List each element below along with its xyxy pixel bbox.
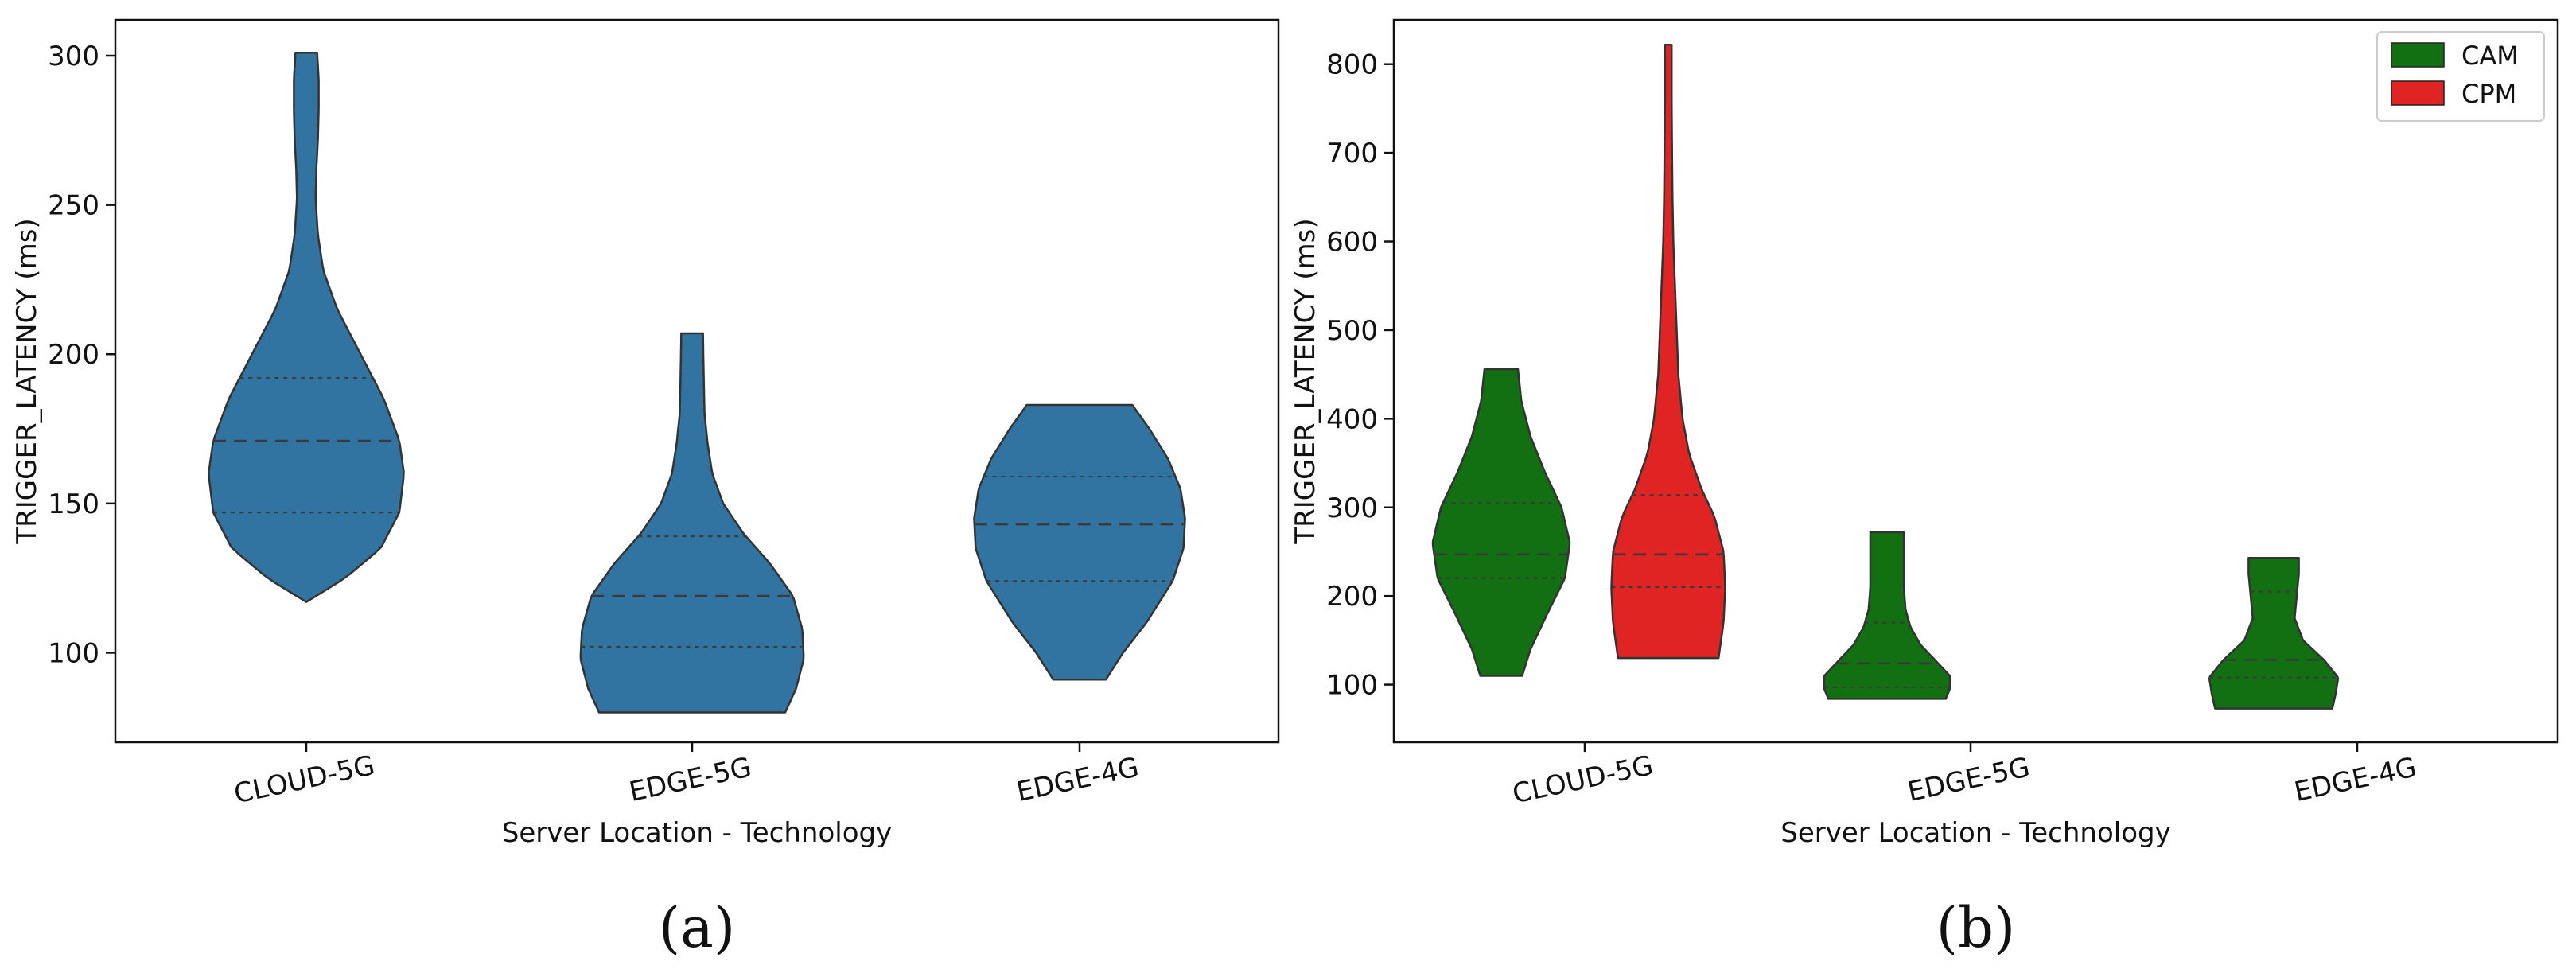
violin-edge-4g-cam — [2208, 557, 2340, 710]
x-tick-label: EDGE-5G — [1905, 751, 2033, 808]
violin-cloud-5g — [208, 52, 405, 603]
panel-label-b: (b) — [1936, 895, 2015, 960]
violin-edge-5g — [579, 332, 805, 714]
y-tick-label: 100 — [48, 637, 99, 669]
violin-cloud-5g-cam — [1431, 368, 1571, 677]
violin-edge-4g — [973, 403, 1186, 681]
violins-b — [1431, 43, 2340, 710]
legend: CAM CPM — [2376, 31, 2545, 122]
x-tick-label: CLOUD-5G — [1510, 749, 1656, 810]
y-tick-label: 200 — [1326, 581, 1378, 613]
y-axis-label-b: TRIGGER_LATENCY (ms) — [1290, 218, 1321, 544]
y-tick-label: 250 — [48, 190, 99, 222]
y-tick-label: 150 — [48, 488, 99, 520]
violin-edge-5g-cam — [1823, 531, 1951, 700]
y-tick-label: 300 — [48, 41, 99, 72]
x-axis-label-b: Server Location - Technology — [1780, 817, 2170, 849]
violins-a — [208, 52, 1186, 714]
y-tick-label: 600 — [1326, 227, 1378, 259]
legend-swatch-cam — [2391, 42, 2445, 68]
panel-label-a: (a) — [659, 895, 735, 960]
plot-frame-b — [1392, 18, 2559, 744]
x-tick-label: EDGE-4G — [2291, 751, 2419, 808]
x-axis-label-a: Server Location - Technology — [502, 817, 892, 849]
panel-b: 100 200 300 400 500 600 700 800 CLOUD-5G EDGE-5G E… — [1290, 18, 2559, 960]
y-tick-label: 800 — [1326, 49, 1378, 81]
violin-cloud-5g-cpm — [1610, 43, 1726, 660]
y-tick-label: 300 — [1326, 492, 1378, 524]
y-axis-label-a: TRIGGER_LATENCY (ms) — [11, 218, 43, 544]
panel-a: 100 150 200 250 300 CLOUD-5G EDGE-5G EDGE-4G Se… — [11, 18, 1280, 960]
y-tick-label: 700 — [1326, 138, 1378, 169]
y-tick-label: 500 — [1326, 315, 1378, 347]
plot-frame-a — [114, 18, 1280, 744]
legend-label-cam: CAM — [2461, 41, 2519, 71]
x-tick-label: EDGE-4G — [1014, 751, 1142, 808]
x-tick-label: EDGE-5G — [626, 751, 754, 808]
x-tick-label: CLOUD-5G — [232, 749, 378, 810]
y-tick-label: 100 — [1326, 670, 1378, 702]
legend-label-cpm: CPM — [2461, 79, 2516, 109]
y-tick-label: 400 — [1326, 403, 1378, 435]
legend-swatch-cpm — [2391, 80, 2445, 106]
y-tick-label: 200 — [48, 339, 99, 371]
